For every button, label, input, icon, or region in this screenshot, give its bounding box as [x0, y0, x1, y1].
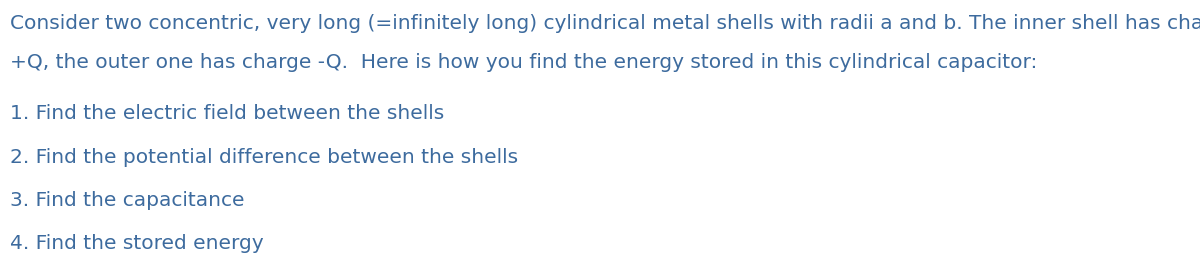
Text: Consider two concentric, very long (=infinitely long) cylindrical metal shells w: Consider two concentric, very long (=inf…: [10, 14, 1200, 33]
Text: 4. Find the stored energy: 4. Find the stored energy: [10, 234, 263, 253]
Text: +Q, the outer one has charge -Q.  Here is how you find the energy stored in this: +Q, the outer one has charge -Q. Here is…: [10, 53, 1037, 72]
Text: 3. Find the capacitance: 3. Find the capacitance: [10, 191, 244, 210]
Text: 1. Find the electric field between the shells: 1. Find the electric field between the s…: [10, 105, 444, 123]
Text: 2. Find the potential difference between the shells: 2. Find the potential difference between…: [10, 148, 517, 167]
